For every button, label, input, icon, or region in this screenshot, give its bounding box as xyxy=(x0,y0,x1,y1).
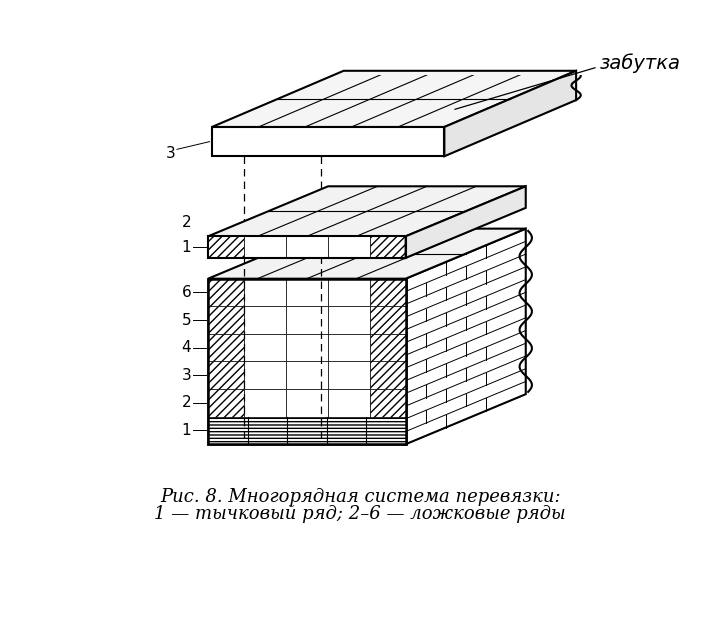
Bar xyxy=(285,236,328,258)
Bar xyxy=(208,236,243,258)
Polygon shape xyxy=(444,71,576,156)
Bar xyxy=(285,306,328,334)
Bar xyxy=(243,389,285,417)
Bar xyxy=(208,236,406,258)
Bar xyxy=(243,361,285,389)
Text: Рис. 8. Многорядная система перевязки:: Рис. 8. Многорядная система перевязки: xyxy=(160,488,560,506)
Bar xyxy=(208,417,406,444)
Text: 5: 5 xyxy=(181,313,191,328)
Bar xyxy=(328,279,370,306)
Text: 1: 1 xyxy=(181,423,191,438)
Text: 3: 3 xyxy=(166,146,176,160)
Bar xyxy=(243,279,285,306)
Bar xyxy=(370,306,406,334)
Text: 1 — тычковый ряд; 2–6 — ложковые ряды: 1 — тычковый ряд; 2–6 — ложковые ряды xyxy=(155,504,566,522)
Polygon shape xyxy=(208,229,526,279)
Bar xyxy=(243,236,285,258)
Text: 6: 6 xyxy=(181,285,191,300)
Polygon shape xyxy=(208,187,526,236)
Text: 2: 2 xyxy=(181,396,191,411)
Bar xyxy=(370,236,406,258)
Bar xyxy=(285,361,328,389)
Text: 1: 1 xyxy=(181,239,191,254)
Bar xyxy=(208,306,243,334)
Polygon shape xyxy=(212,71,576,127)
Bar xyxy=(285,279,328,306)
Bar xyxy=(328,389,370,417)
Bar xyxy=(208,279,406,444)
Bar xyxy=(328,334,370,361)
Bar xyxy=(208,389,243,417)
Bar xyxy=(370,389,406,417)
Bar xyxy=(370,334,406,361)
Polygon shape xyxy=(406,187,526,258)
Bar xyxy=(328,236,370,258)
Bar xyxy=(328,306,370,334)
Text: 4: 4 xyxy=(181,340,191,355)
Bar xyxy=(370,361,406,389)
Text: забутка: забутка xyxy=(600,53,681,73)
Bar xyxy=(243,334,285,361)
Bar xyxy=(208,279,243,306)
Text: 2: 2 xyxy=(181,215,191,230)
Bar xyxy=(212,127,444,156)
Bar xyxy=(208,279,406,444)
Bar xyxy=(285,389,328,417)
Text: 3: 3 xyxy=(181,368,191,383)
Bar xyxy=(285,334,328,361)
Polygon shape xyxy=(406,229,526,444)
Bar xyxy=(243,306,285,334)
Bar xyxy=(208,361,243,389)
Bar xyxy=(208,334,243,361)
Bar xyxy=(328,361,370,389)
Bar xyxy=(370,279,406,306)
